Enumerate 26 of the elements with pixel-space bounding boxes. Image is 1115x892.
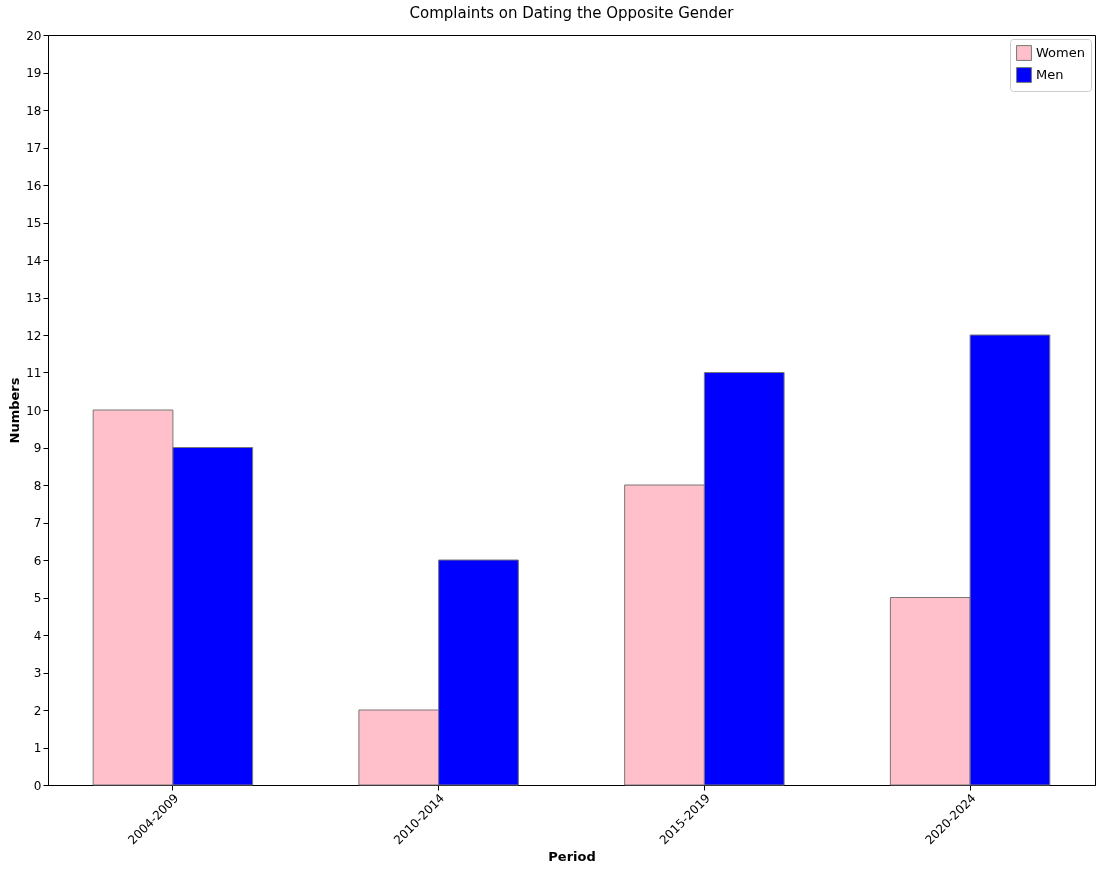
chart-title: Complaints on Dating the Opposite Gender: [409, 4, 735, 22]
y-tick-label: 10: [26, 403, 42, 418]
y-tick-label: 6: [33, 553, 42, 568]
y-tick-label: 4: [33, 628, 42, 643]
y-tick-label: 16: [26, 178, 42, 193]
y-tick-label: 12: [26, 328, 42, 343]
y-tick-label: 2: [33, 703, 42, 718]
y-tick-label: 0: [33, 778, 42, 793]
y-tick-label: 15: [26, 216, 42, 230]
y-tick-label: 9: [33, 441, 42, 455]
y-tick-label: 3: [33, 666, 42, 680]
y-tick-label: 17: [26, 141, 42, 155]
y-axis-title: Numbers: [7, 377, 23, 444]
legend-label: Men: [1036, 67, 1064, 82]
y-tick-label: 19: [26, 66, 42, 80]
y-tick-label: 1: [33, 741, 42, 755]
y-tick-label: 14: [26, 253, 42, 268]
y-tick-label: 8: [33, 478, 42, 493]
legend-label: Women: [1036, 45, 1085, 60]
y-tick-label: 20: [26, 28, 42, 43]
y-tick-label: 18: [26, 103, 42, 118]
y-tick-label: 11: [26, 366, 42, 380]
x-axis-title: Period: [548, 848, 596, 864]
y-tick-label: 13: [26, 291, 42, 305]
y-tick-label: 7: [33, 516, 42, 530]
y-tick-label: 5: [33, 591, 42, 605]
